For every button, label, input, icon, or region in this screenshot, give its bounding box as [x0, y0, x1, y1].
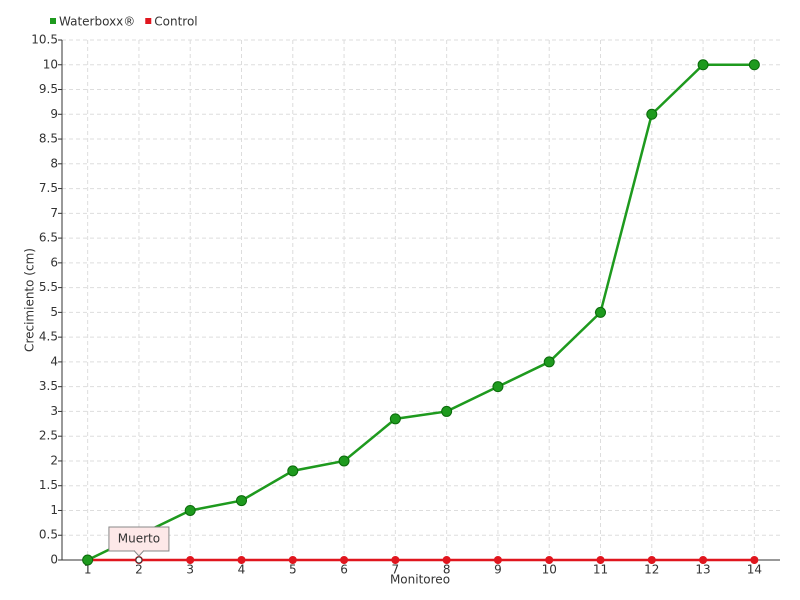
annotated-point — [135, 556, 143, 564]
y-tick-label: 4.5 — [39, 330, 58, 344]
data-point — [288, 556, 297, 564]
y-tick-label: 6 — [50, 255, 58, 269]
x-tick-label: 11 — [593, 563, 608, 577]
y-tick-label: 1.5 — [39, 478, 58, 492]
y-tick-label: 3.5 — [39, 379, 58, 393]
x-tick-label: 8 — [443, 563, 451, 577]
x-tick-label: 9 — [494, 563, 502, 577]
x-tick-label: 3 — [186, 563, 194, 577]
y-tick-label: 2 — [50, 453, 58, 467]
y-tick-label: 9 — [50, 107, 58, 121]
data-point — [545, 556, 554, 564]
x-tick-label: 6 — [340, 563, 348, 577]
data-point — [389, 413, 401, 425]
data-point — [595, 306, 606, 318]
y-tick-label: 5.5 — [39, 280, 58, 294]
annotation-pointer — [133, 550, 145, 557]
x-tick-label: 14 — [747, 563, 762, 577]
legend-swatch — [50, 18, 56, 24]
data-point — [493, 556, 502, 564]
x-tick-label: 12 — [644, 563, 659, 577]
data-point — [699, 556, 708, 564]
y-tick-label: 10 — [43, 57, 58, 71]
y-tick-label: 3 — [50, 404, 58, 418]
y-tick-label: 7 — [50, 206, 58, 220]
y-tick-label: 5 — [50, 305, 58, 319]
y-tick-label: 4 — [50, 354, 58, 368]
data-point — [82, 554, 94, 566]
x-tick-label: 2 — [135, 563, 143, 577]
y-tick-label: 9.5 — [39, 82, 58, 96]
x-tick-label: 4 — [238, 563, 246, 577]
annotation: Muerto — [108, 526, 170, 557]
y-tick-label: 8.5 — [39, 132, 58, 146]
x-tick-label: 1 — [84, 563, 92, 577]
x-tick-label: 7 — [392, 563, 400, 577]
data-point — [492, 381, 504, 393]
annotation-box — [108, 526, 170, 552]
data-point — [441, 405, 453, 417]
data-point — [442, 556, 451, 564]
data-point — [236, 495, 247, 507]
y-tick-label: 10.5 — [31, 33, 58, 47]
y-tick-label: 6.5 — [39, 231, 58, 245]
data-point — [748, 59, 760, 71]
data-point — [646, 108, 658, 120]
series-line — [87, 63, 755, 562]
x-tick-label: 5 — [289, 563, 297, 577]
x-axis-label: Monitoreo — [390, 573, 450, 587]
legend-swatch — [145, 18, 152, 24]
data-point — [340, 556, 349, 564]
data-point — [237, 556, 246, 564]
y-tick-label: 8 — [50, 156, 58, 170]
data-point — [647, 556, 656, 564]
data-point — [750, 556, 759, 564]
legend-label: Control — [154, 15, 197, 29]
x-tick-label: 10 — [542, 563, 557, 577]
x-tick-label: 13 — [695, 563, 710, 577]
data-point — [186, 556, 195, 564]
y-tick-label: 0.5 — [39, 528, 58, 542]
y-tick-label: 7.5 — [39, 181, 58, 195]
data-point — [543, 356, 555, 368]
y-axis-label: Crecimiento (cm) — [23, 248, 37, 352]
y-tick-label: 0 — [50, 553, 58, 567]
data-point — [338, 455, 350, 467]
data-point — [596, 556, 605, 564]
data-point — [287, 465, 299, 477]
y-tick-label: 1 — [50, 503, 58, 517]
legend-label: Waterboxx® — [59, 15, 135, 29]
annotation-text: Muerto — [118, 532, 160, 546]
data-point — [697, 59, 709, 71]
y-tick-label: 2.5 — [39, 429, 58, 443]
data-point — [184, 504, 196, 516]
data-point — [391, 556, 400, 564]
